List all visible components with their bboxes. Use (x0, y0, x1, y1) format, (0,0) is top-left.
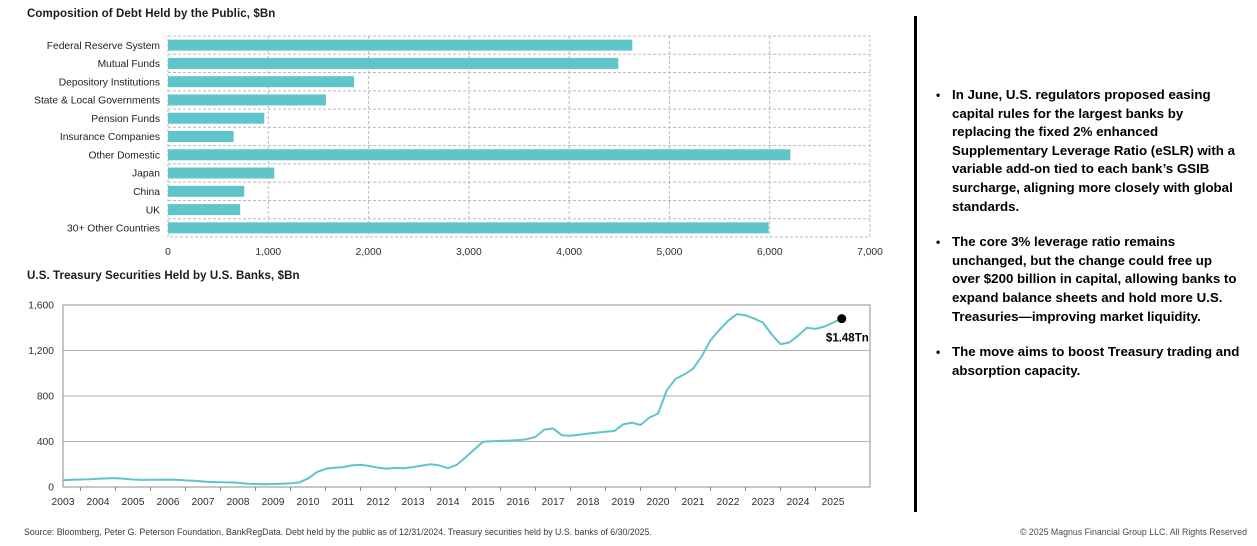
category-label: Other Domestic (88, 150, 160, 161)
bar-30-other-countries (168, 222, 769, 234)
year-label: 2016 (507, 497, 530, 508)
bar-uk (168, 204, 241, 216)
line-chart-title: U.S. Treasury Securities Held by U.S. Ba… (27, 270, 300, 282)
x-tick-label: 7,000 (857, 247, 883, 258)
end-point-dot (837, 314, 847, 324)
vertical-divider (914, 16, 917, 512)
treasuries-held-line-chart: 0 400 800 1,200 1,600 2003 2004 2005 2006 2007 200… (28, 301, 871, 508)
bullet-item-1: • In June, U.S. regulators proposed easin… (933, 86, 1241, 216)
x-tick-label: 0 (165, 247, 171, 258)
bar-state-local-governments (168, 94, 326, 106)
year-label: 2020 (647, 497, 670, 508)
category-label: Pension Funds (91, 114, 160, 125)
bar-insurance-companies (168, 131, 234, 142)
source-note: Source: Bloomberg, Peter G. Peterson Fou… (24, 527, 652, 537)
category-label: Mutual Funds (98, 59, 160, 70)
bar-chart-title: Composition of Debt Held by the Public, … (27, 8, 276, 20)
year-label: 2021 (682, 497, 705, 508)
bullet-item-2: • The core 3% leverage ratio remains unch… (933, 233, 1241, 326)
y-tick-label: 400 (37, 437, 54, 448)
plot-border (62, 304, 871, 488)
category-label: 30+ Other Countries (67, 224, 160, 235)
bar-federal-reserve-system (168, 39, 633, 51)
year-label: 2023 (752, 497, 775, 508)
bar-mutual-funds (168, 57, 619, 69)
treasuries-line-series (62, 313, 843, 486)
year-label: 2025 (822, 497, 845, 508)
year-label: 2006 (157, 497, 180, 508)
bullet-icon: • (936, 345, 941, 360)
end-point-annotation: $1.48Tn (826, 333, 869, 345)
year-label: 2005 (122, 497, 145, 508)
bullet-item-3: • The move aims to boost Treasury trading… (933, 343, 1241, 380)
year-label: 2024 (787, 497, 810, 508)
year-label: 2008 (227, 497, 250, 508)
bar-japan (168, 167, 275, 179)
x-tick-label: 5,000 (657, 247, 683, 258)
y-tick-label: 0 (48, 483, 54, 494)
debt-composition-bar-chart: Federal Reserve System Mutual Funds Deposi… (34, 35, 883, 258)
bullet-icon: • (936, 88, 941, 102)
year-label: 2018 (577, 497, 600, 508)
bullet-text: The core 3% leverage ratio remains uncha… (952, 234, 1237, 324)
y-tick-label: 1,600 (28, 301, 54, 312)
year-label: 2003 (52, 497, 75, 508)
x-tick-label: 3,000 (456, 247, 482, 258)
year-label: 2011 (332, 497, 354, 508)
bullet-text: In June, U.S. regulators proposed easing… (952, 87, 1235, 214)
year-label: 2019 (612, 497, 635, 508)
category-label: Depository Institutions (59, 77, 160, 88)
year-label: 2014 (437, 497, 460, 508)
year-label: 2017 (542, 497, 565, 508)
year-label: 2013 (402, 497, 425, 508)
copyright-note: © 2025 Magnus Financial Group LLC. All R… (1019, 527, 1247, 537)
commentary-panel: • In June, U.S. regulators proposed easin… (933, 86, 1241, 397)
year-label: 2009 (262, 497, 285, 508)
year-label: 2004 (87, 497, 110, 508)
year-label: 2022 (717, 497, 740, 508)
x-tick-label: 4,000 (556, 247, 582, 258)
year-label: 2012 (367, 497, 390, 508)
y-tick-label: 1,200 (28, 346, 54, 357)
bullet-text: The move aims to boost Treasury trading … (952, 344, 1240, 378)
bar-china (168, 185, 245, 197)
category-label: Insurance Companies (60, 132, 160, 143)
bar-depository-institutions (168, 76, 355, 88)
x-tick-label: 1,000 (255, 247, 281, 258)
year-label: 2007 (192, 497, 215, 508)
year-label: 2015 (472, 497, 495, 508)
bar-other-domestic (168, 149, 791, 161)
category-label: China (133, 187, 160, 198)
category-label: State & Local Governments (34, 96, 160, 107)
bullet-icon: • (936, 235, 941, 250)
x-tick-label: 2,000 (356, 247, 382, 258)
bullet-list: • In June, U.S. regulators proposed easin… (933, 86, 1241, 380)
y-tick-label: 800 (37, 392, 54, 403)
x-tick-label: 6,000 (757, 247, 783, 258)
bar-pension-funds (168, 112, 265, 124)
year-label: 2010 (297, 497, 320, 508)
category-label: Federal Reserve System (47, 41, 160, 52)
category-label: UK (146, 205, 160, 216)
category-label: Japan (132, 169, 160, 180)
